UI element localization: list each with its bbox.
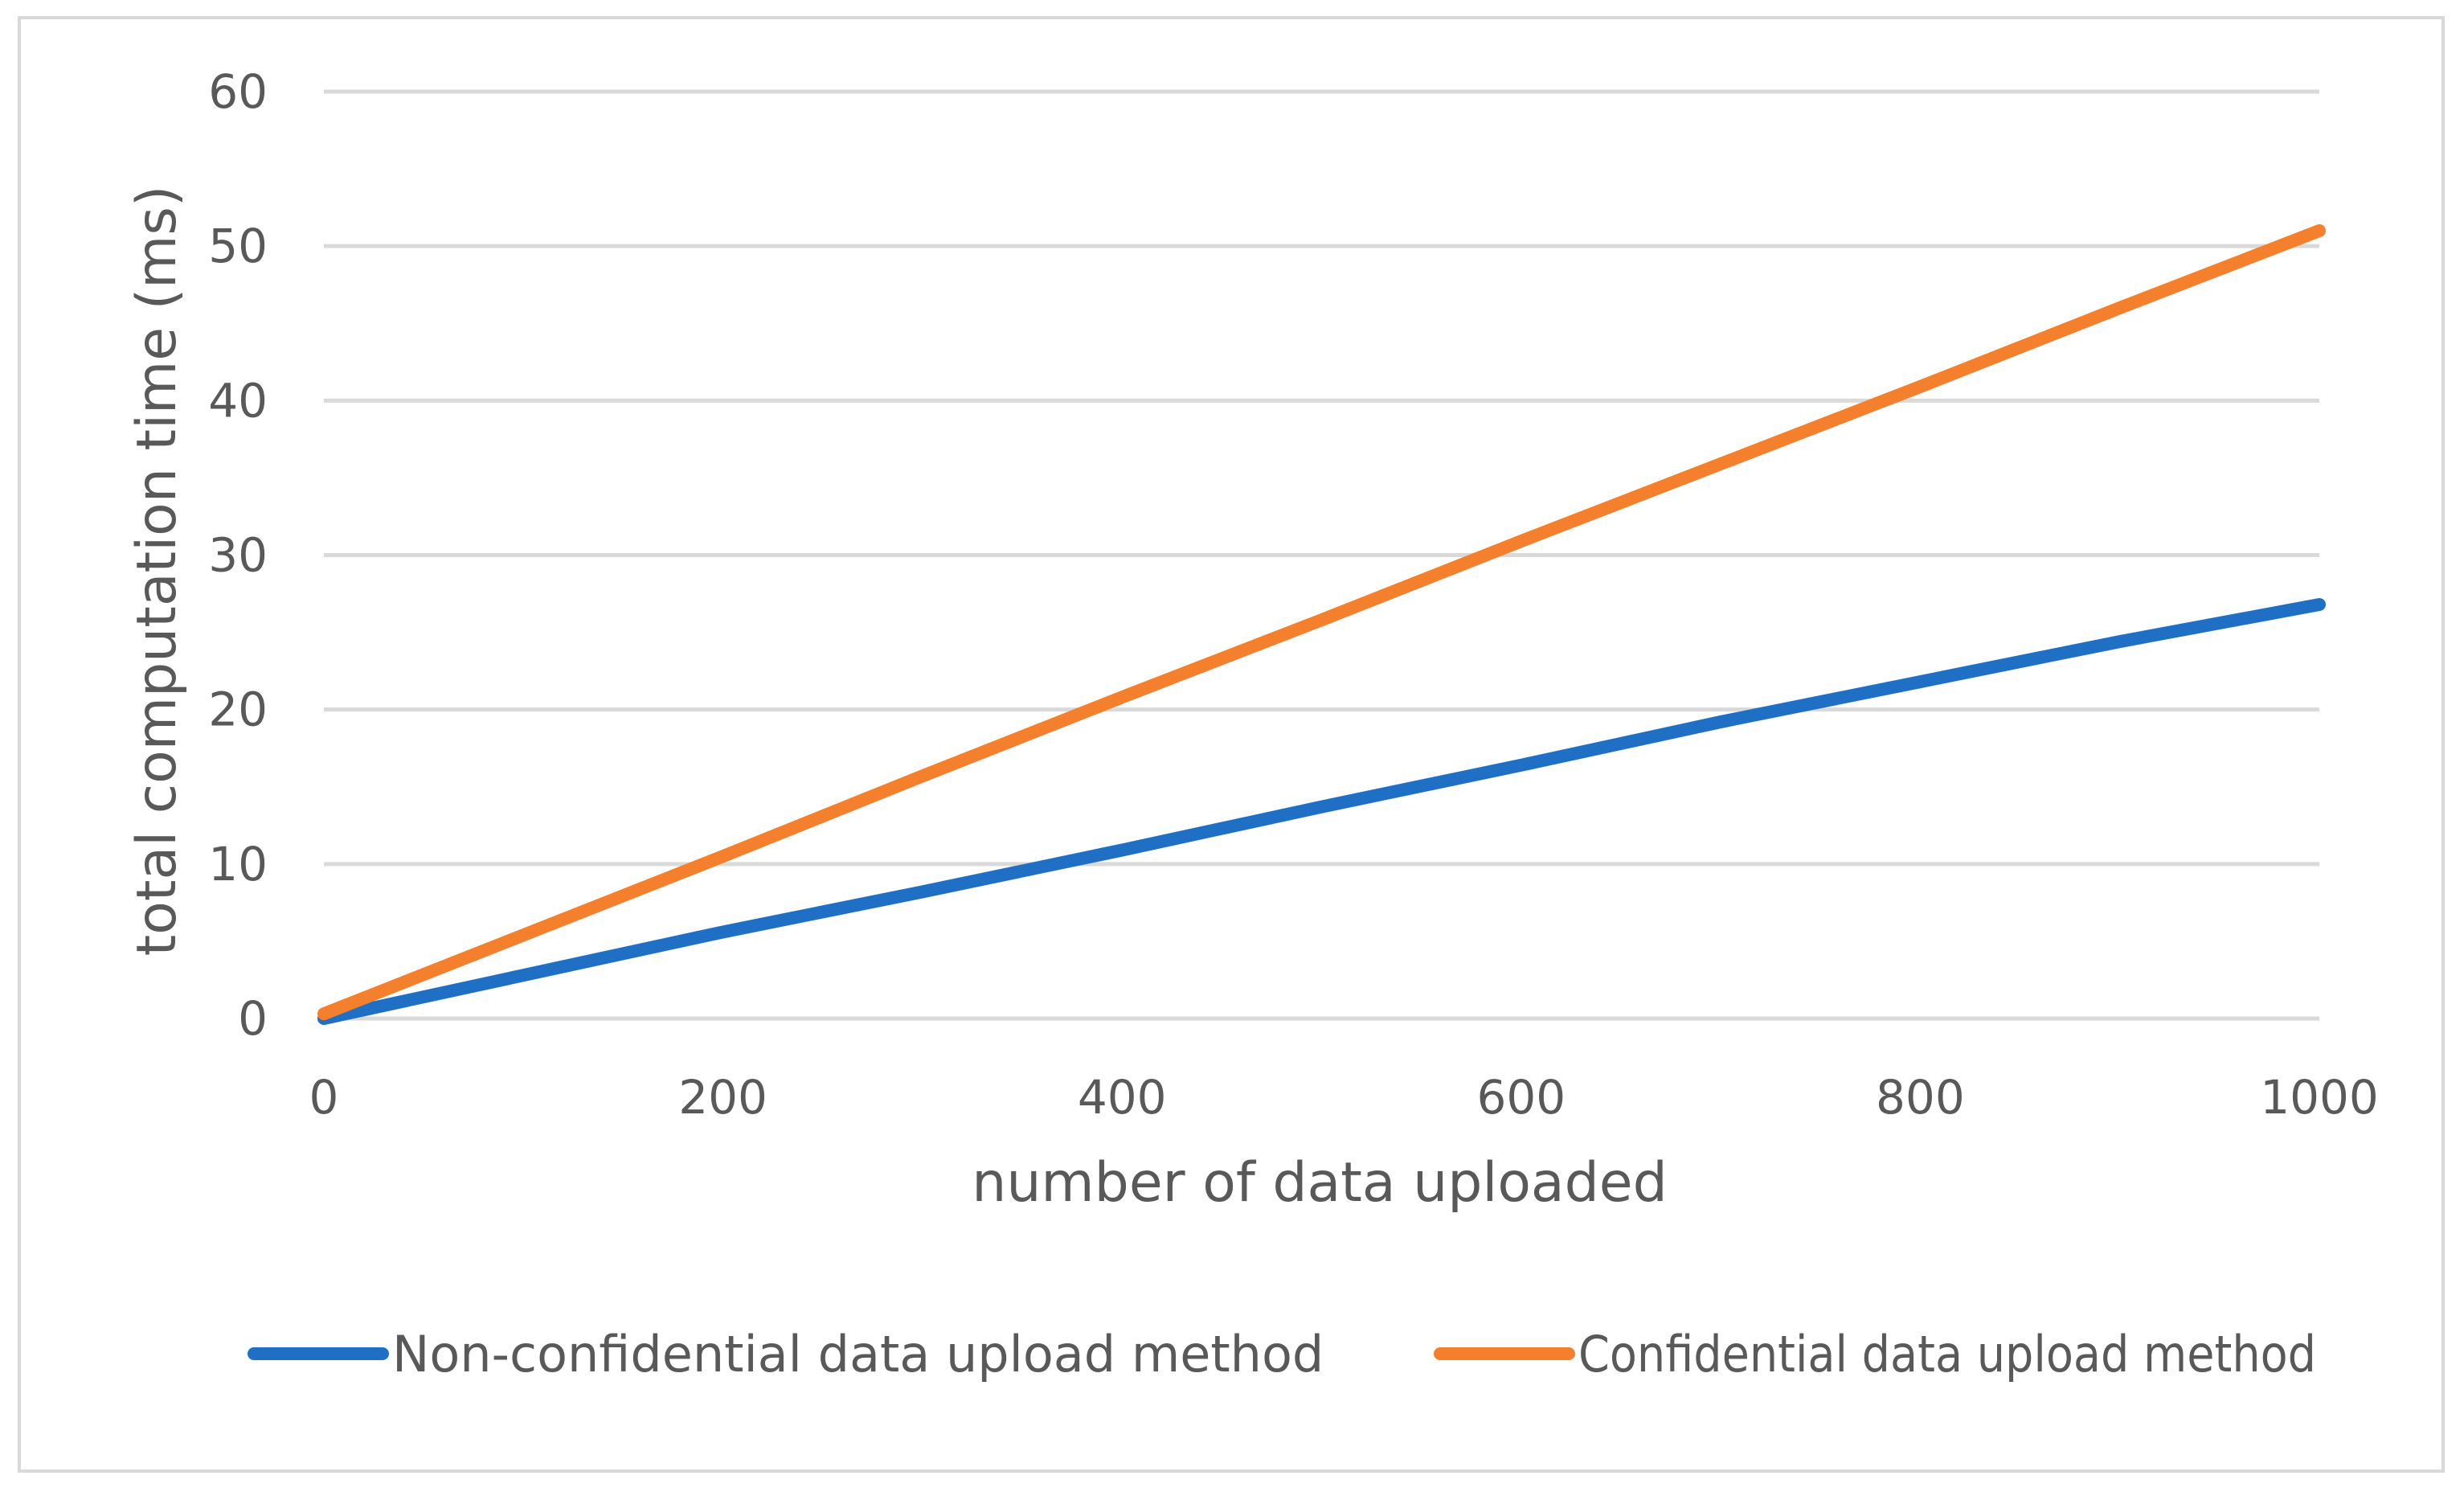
x-tick-label-0: 0 <box>309 1070 339 1125</box>
x-tick-label-400: 400 <box>1078 1070 1167 1125</box>
legend-label-non-confidential: Non-confidential data upload method <box>392 1325 1324 1383</box>
y-tick-label-40: 40 <box>208 373 268 428</box>
line-chart: 0 10 20 30 40 50 60 0 200 400 600 800 1000 number o… <box>125 64 2379 1383</box>
x-axis-ticks: 0 200 400 600 800 1000 <box>309 1070 2379 1125</box>
y-tick-label-10: 10 <box>208 837 268 892</box>
x-axis-title: number of data uploaded <box>972 1151 1668 1215</box>
chart-frame: 0 10 20 30 40 50 60 0 200 400 600 800 1000 number o… <box>18 16 2445 1473</box>
legend: Non-confidential data upload method Conf… <box>248 1325 2316 1383</box>
y-tick-label-20: 20 <box>208 682 268 737</box>
x-tick-label-200: 200 <box>678 1070 767 1125</box>
gridlines <box>324 89 2319 1021</box>
y-tick-label-30: 30 <box>208 528 268 583</box>
y-tick-label-60: 60 <box>208 64 268 119</box>
series-line-non-confidential <box>317 598 2326 1025</box>
y-tick-label-50: 50 <box>208 219 268 273</box>
x-tick-label-800: 800 <box>1876 1070 1965 1125</box>
y-axis-ticks: 0 10 20 30 40 50 60 <box>208 64 268 1046</box>
legend-label-confidential: Confidential data upload method <box>1578 1325 2316 1383</box>
y-tick-label-0: 0 <box>238 991 268 1046</box>
series-lines <box>317 224 2326 1025</box>
series-line-confidential <box>317 224 2326 1021</box>
y-axis-title: total computation time (ms) <box>125 186 189 957</box>
x-tick-label-600: 600 <box>1476 1070 1566 1125</box>
x-tick-label-1000: 1000 <box>2260 1070 2379 1125</box>
